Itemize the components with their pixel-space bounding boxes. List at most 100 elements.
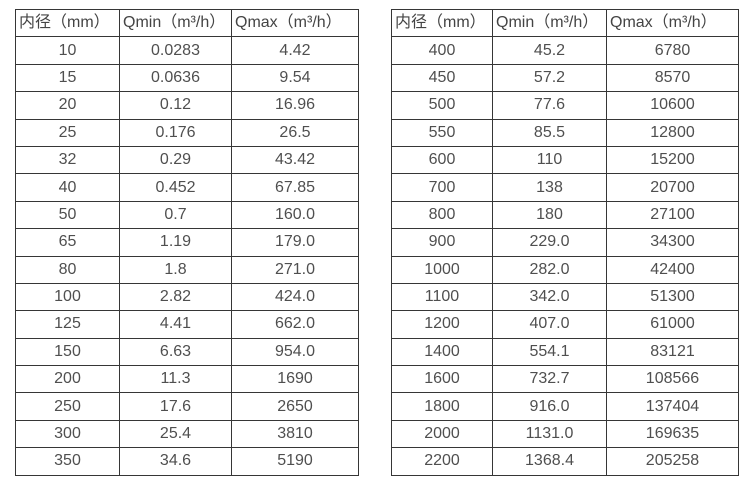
table-row: 700 138 20700 <box>391 173 739 202</box>
cell-qmin: 45.2 <box>492 36 607 65</box>
table-row: 350 34.6 5190 <box>15 447 359 476</box>
cell-qmin: 2.82 <box>119 282 232 312</box>
cell-qmax: 16.96 <box>231 91 359 120</box>
table-row: 150 6.63 954.0 <box>15 337 359 367</box>
cell-qmin: 17.6 <box>119 392 232 421</box>
cell-qmin: 57.2 <box>492 63 607 93</box>
cell-qmax: 9.54 <box>231 63 359 93</box>
cell-inner-diameter: 250 <box>15 392 120 421</box>
cell-qmin: 25.4 <box>119 419 232 449</box>
cell-inner-diameter: 65 <box>15 228 120 257</box>
cell-qmin: 0.176 <box>119 118 232 147</box>
cell-qmin: 77.6 <box>492 91 607 120</box>
header-row: 内径（mm） Qmin（m³/h） Qmax（m³/h） <box>15 8 359 38</box>
cell-inner-diameter: 150 <box>15 337 120 367</box>
cell-qmin: 554.1 <box>492 337 607 367</box>
flow-table-large-diameters: 内径（mm） Qmin（m³/h） Qmax（m³/h） 400 45.2 6780 450… <box>391 8 739 476</box>
cell-inner-diameter: 500 <box>391 91 493 120</box>
cell-inner-diameter: 10 <box>15 36 120 65</box>
cell-inner-diameter: 100 <box>15 282 120 312</box>
table-row: 550 85.5 12800 <box>391 118 739 147</box>
cell-qmin: 11.3 <box>119 365 232 394</box>
cell-inner-diameter: 600 <box>391 145 493 175</box>
cell-qmin: 85.5 <box>492 118 607 147</box>
cell-qmax: 8570 <box>606 63 739 93</box>
cell-qmax: 954.0 <box>231 337 359 367</box>
cell-qmax: 20700 <box>606 173 739 202</box>
cell-qmax: 34300 <box>606 228 739 257</box>
cell-qmax: 3810 <box>231 419 359 449</box>
cell-qmax: 179.0 <box>231 228 359 257</box>
cell-inner-diameter: 450 <box>391 63 493 93</box>
cell-inner-diameter: 25 <box>15 118 120 147</box>
table-row: 1200 407.0 61000 <box>391 310 739 339</box>
cell-inner-diameter: 20 <box>15 91 120 120</box>
cell-qmax: 12800 <box>606 118 739 147</box>
cell-qmax: 10600 <box>606 91 739 120</box>
table-row: 200 11.3 1690 <box>15 365 359 394</box>
cell-qmin: 0.7 <box>119 200 232 230</box>
cell-inner-diameter: 550 <box>391 118 493 147</box>
table-row: 1600 732.7 108566 <box>391 365 739 394</box>
cell-qmin: 0.0636 <box>119 63 232 93</box>
cell-qmin: 1.8 <box>119 255 232 284</box>
table-row: 450 57.2 8570 <box>391 63 739 93</box>
cell-qmax: 51300 <box>606 282 739 312</box>
cell-qmin: 1.19 <box>119 228 232 257</box>
header-qmax: Qmax（m³/h） <box>231 8 359 38</box>
table-row: 1400 554.1 83121 <box>391 337 739 367</box>
cell-qmax: 160.0 <box>231 200 359 230</box>
cell-qmin: 407.0 <box>492 310 607 339</box>
cell-qmin: 0.29 <box>119 145 232 175</box>
header-qmax: Qmax（m³/h） <box>606 8 739 38</box>
table-row: 900 229.0 34300 <box>391 228 739 257</box>
cell-inner-diameter: 32 <box>15 145 120 175</box>
cell-inner-diameter: 400 <box>391 36 493 65</box>
cell-inner-diameter: 80 <box>15 255 120 284</box>
cell-qmin: 1131.0 <box>492 419 607 449</box>
cell-qmin: 1368.4 <box>492 447 607 476</box>
cell-inner-diameter: 125 <box>15 310 120 339</box>
cell-qmin: 180 <box>492 200 607 230</box>
cell-qmin: 0.12 <box>119 91 232 120</box>
table-row: 65 1.19 179.0 <box>15 228 359 257</box>
cell-qmin: 916.0 <box>492 392 607 421</box>
table-row: 500 77.6 10600 <box>391 91 739 120</box>
cell-inner-diameter: 1100 <box>391 282 493 312</box>
cell-qmin: 342.0 <box>492 282 607 312</box>
table-row: 300 25.4 3810 <box>15 419 359 449</box>
cell-inner-diameter: 800 <box>391 200 493 230</box>
table-row: 2200 1368.4 205258 <box>391 447 739 476</box>
cell-qmax: 4.42 <box>231 36 359 65</box>
cell-qmax: 137404 <box>606 392 739 421</box>
table-row: 20 0.12 16.96 <box>15 91 359 120</box>
table-row: 50 0.7 160.0 <box>15 200 359 230</box>
table-row: 10 0.0283 4.42 <box>15 36 359 65</box>
header-qmin: Qmin（m³/h） <box>492 8 607 38</box>
cell-qmax: 6780 <box>606 36 739 65</box>
cell-qmax: 662.0 <box>231 310 359 339</box>
cell-inner-diameter: 300 <box>15 419 120 449</box>
cell-qmax: 42400 <box>606 255 739 284</box>
cell-qmax: 1690 <box>231 365 359 394</box>
cell-qmin: 110 <box>492 145 607 175</box>
header-inner-diameter: 内径（mm） <box>391 8 493 38</box>
table-row: 100 2.82 424.0 <box>15 282 359 312</box>
table-row: 2000 1131.0 169635 <box>391 419 739 449</box>
cell-inner-diameter: 15 <box>15 63 120 93</box>
table-row: 80 1.8 271.0 <box>15 255 359 284</box>
table-row: 25 0.176 26.5 <box>15 118 359 147</box>
table-row: 1800 916.0 137404 <box>391 392 739 421</box>
cell-qmax: 424.0 <box>231 282 359 312</box>
table-row: 40 0.452 67.85 <box>15 173 359 202</box>
cell-qmax: 5190 <box>231 447 359 476</box>
cell-qmin: 6.63 <box>119 337 232 367</box>
cell-qmax: 205258 <box>606 447 739 476</box>
cell-inner-diameter: 1400 <box>391 337 493 367</box>
table-row: 1100 342.0 51300 <box>391 282 739 312</box>
cell-qmin: 0.0283 <box>119 36 232 65</box>
cell-inner-diameter: 1800 <box>391 392 493 421</box>
cell-qmax: 15200 <box>606 145 739 175</box>
cell-qmax: 271.0 <box>231 255 359 284</box>
